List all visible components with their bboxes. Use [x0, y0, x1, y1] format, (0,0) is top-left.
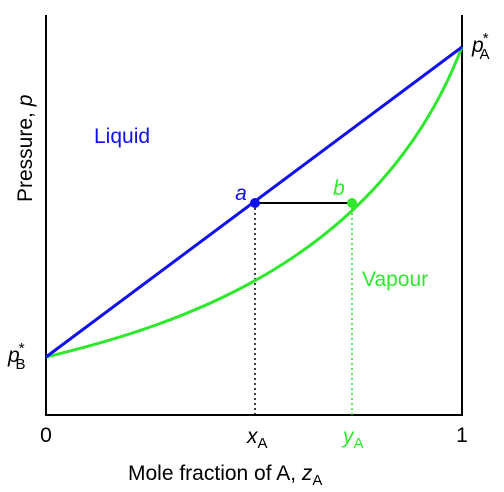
x-axis-title: Mole fraction of A, zA — [128, 462, 322, 489]
liquid-label: Liquid — [94, 125, 150, 148]
pA-label: p* A — [471, 30, 490, 63]
x-axis-var: z — [301, 462, 313, 485]
y-axis-var: p — [14, 95, 37, 108]
tick-1: 1 — [456, 424, 468, 447]
vapour-curve — [45, 46, 464, 359]
yA-var: y — [341, 425, 355, 448]
point-b-label: b — [333, 177, 345, 200]
pA-sub: A — [480, 46, 490, 63]
y-axis-text: Pressure, — [14, 106, 37, 202]
point-b — [347, 198, 357, 208]
pB-var: p — [7, 344, 20, 367]
pA-var: p — [471, 34, 484, 57]
xA-var: x — [246, 425, 259, 448]
xA-label: xA — [246, 425, 268, 452]
pB-sup: * — [19, 340, 25, 357]
yA-label: yA — [341, 425, 364, 452]
point-a-label: a — [235, 182, 247, 205]
x-axis-sub: A — [312, 472, 322, 489]
y-axis-title: Pressure, p — [14, 95, 37, 202]
tick-0: 0 — [40, 424, 52, 447]
x-axis-text: Mole fraction of A, — [128, 462, 302, 485]
pA-sup: * — [483, 30, 489, 47]
vapour-label: Vapour — [362, 268, 428, 291]
xA-sub: A — [258, 435, 268, 452]
yA-sub: A — [354, 435, 364, 452]
pB-sub: B — [16, 356, 26, 373]
pB-label: p* B — [7, 340, 26, 373]
point-a — [250, 198, 260, 208]
